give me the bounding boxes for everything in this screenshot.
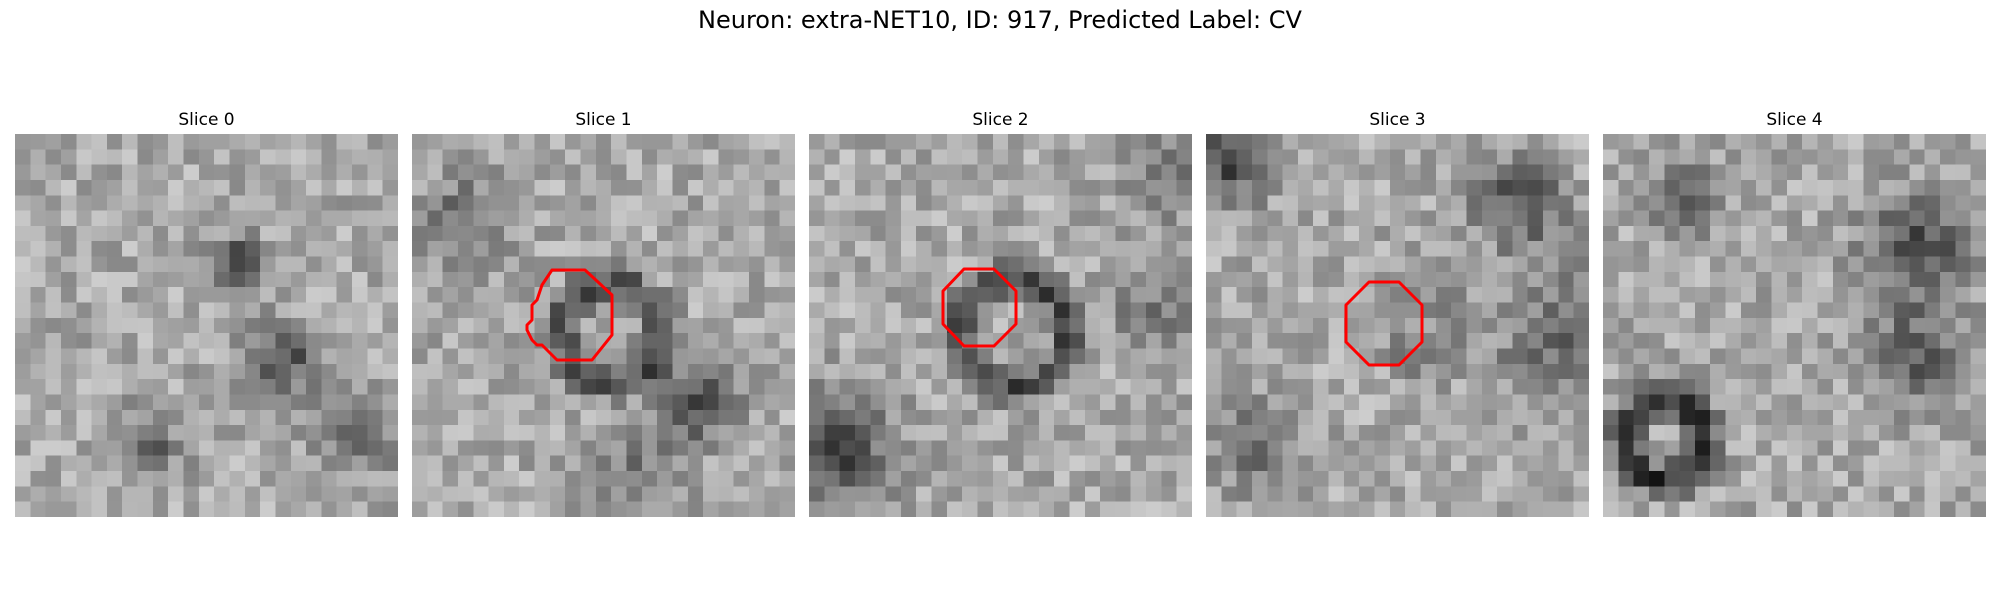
slice-title: Slice 3 (1369, 110, 1426, 130)
slice-panel-3: Slice 3 (1206, 108, 1589, 517)
slice-panel-4: Slice 4 (1603, 108, 1986, 517)
slice-image (1206, 134, 1589, 517)
slice-image (809, 134, 1192, 517)
slice-title: Slice 0 (178, 110, 235, 130)
roi-contour (1344, 280, 1424, 367)
slice-title: Slice 1 (575, 110, 632, 130)
roi-contour (941, 267, 1018, 348)
slice-title: Slice 2 (972, 110, 1029, 130)
slice-title: Slice 4 (1766, 110, 1823, 130)
slice-panel-0: Slice 0 (15, 108, 398, 517)
figure-title: Neuron: extra-NET10, ID: 917, Predicted … (698, 6, 1302, 34)
slice-panel-1: Slice 1 (412, 108, 795, 517)
slice-image (1603, 134, 1986, 517)
slice-image (15, 134, 398, 517)
slice-panel-2: Slice 2 (809, 108, 1192, 517)
roi-contour (525, 268, 614, 362)
slice-image (412, 134, 795, 517)
